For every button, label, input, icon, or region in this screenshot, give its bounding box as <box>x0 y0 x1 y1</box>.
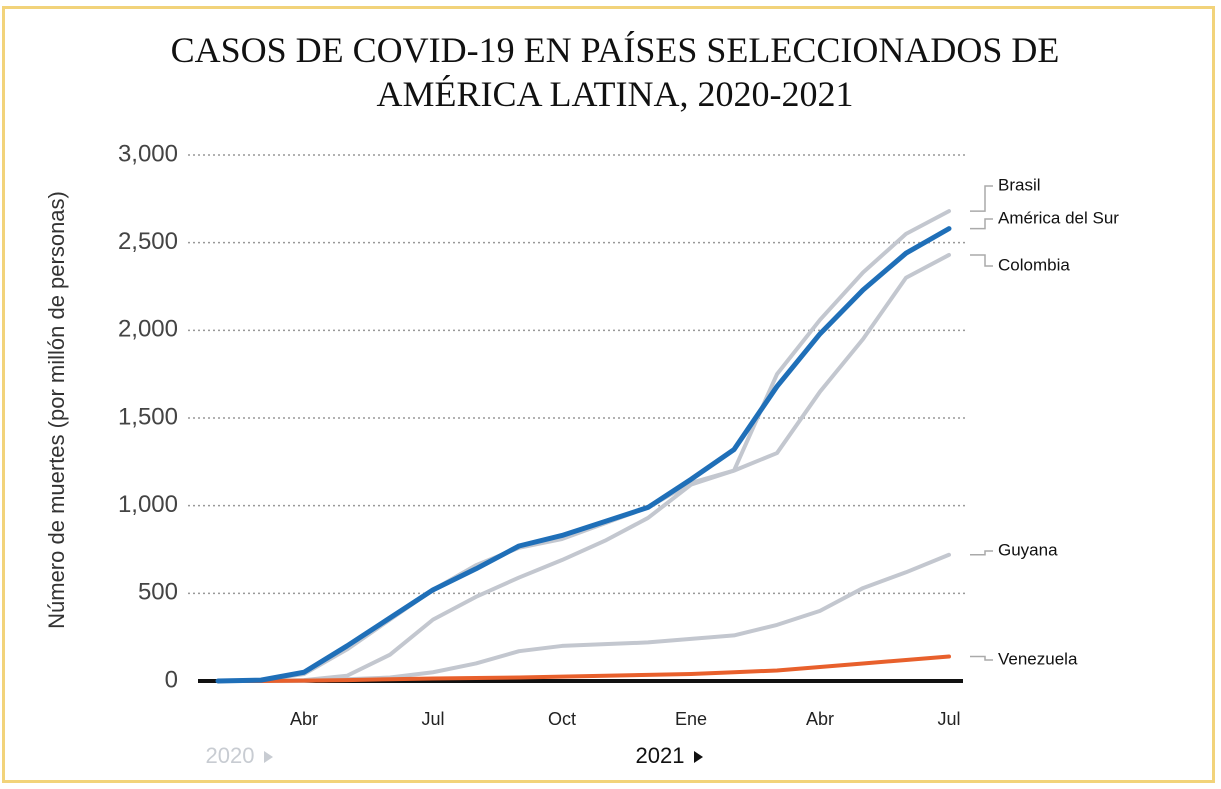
year-label: 2021 <box>636 743 685 768</box>
series-line <box>216 654 951 683</box>
y-tick-label: 1,500 <box>118 403 178 430</box>
y-tick-label: 0 <box>165 666 178 693</box>
frame <box>2 6 1215 783</box>
x-tick-label: Oct <box>548 709 576 729</box>
series-line <box>216 252 951 683</box>
label-leader <box>970 218 993 230</box>
y-tick-label: 2,000 <box>118 316 178 343</box>
series-label: Guyana <box>998 540 1058 559</box>
y-tick-label: 2,500 <box>118 228 178 255</box>
year-label: 2020 <box>206 743 255 768</box>
year-arrow <box>694 751 703 763</box>
label-leader <box>970 655 993 661</box>
series-line <box>215 226 952 684</box>
label-leader <box>970 185 993 212</box>
series-line <box>216 209 951 683</box>
x-tick-label: Abr <box>290 709 318 729</box>
y-axis-label: Número de muertes (por millón de persona… <box>44 191 69 629</box>
label-leader <box>970 254 993 267</box>
label-leader <box>970 550 993 556</box>
x-tick-label: Abr <box>806 709 834 729</box>
x-tick-label: Jul <box>937 709 960 729</box>
y-tick-label: 500 <box>138 579 178 606</box>
series-label: América del Sur <box>998 208 1119 227</box>
year-arrow <box>264 751 273 763</box>
series-label: Brasil <box>998 175 1041 194</box>
x-tick-label: Jul <box>421 709 444 729</box>
y-tick-label: 1,000 <box>118 491 178 518</box>
series-label: Venezuela <box>998 649 1078 668</box>
chart-title: CASOS DE COVID-19 EN PAÍSES SELECCIONADO… <box>170 30 1060 114</box>
x-tick-label: Ene <box>675 709 707 729</box>
series-label: Colombia <box>998 255 1070 274</box>
y-tick-label: 3,000 <box>118 140 178 167</box>
